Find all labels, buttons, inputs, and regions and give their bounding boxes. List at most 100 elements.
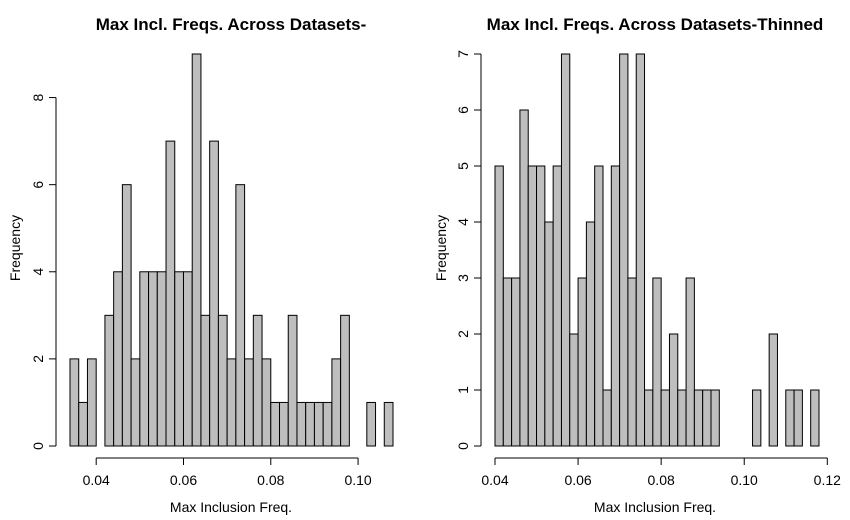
y-tick-label-right-5: 5 xyxy=(455,162,471,170)
histogram-bar-right-17 xyxy=(635,53,646,447)
y-tick-label-right-1: 1 xyxy=(455,386,471,394)
histogram-bar-left-1 xyxy=(78,401,88,447)
histogram-bar-right-19 xyxy=(652,277,662,447)
histogram-bar-left-34 xyxy=(366,401,377,447)
chart-title-left: Max Incl. Freqs. Across Datasets- xyxy=(96,15,367,34)
histogram-bar-right-4 xyxy=(527,165,538,447)
y-tick-label-left-4: 8 xyxy=(30,93,46,101)
y-axis-left: 0 2 4 6 8 xyxy=(30,93,57,450)
histogram-bar-left-27 xyxy=(305,401,315,447)
histogram-bar-right-0 xyxy=(494,165,504,447)
y-tick-label-right-2: 2 xyxy=(455,330,471,338)
histogram-bar-left-19 xyxy=(235,184,246,447)
x-axis-right: 0.04 0.06 0.08 0.10 0.12 xyxy=(481,457,841,488)
x-tick-label-right-1: 0.06 xyxy=(564,472,591,488)
x-tick-label-right-2: 0.08 xyxy=(648,472,675,488)
y-axis-label-right: Frequency xyxy=(433,215,449,281)
y-tick-label-right-7: 7 xyxy=(455,50,471,58)
x-tick-label-right-3: 0.10 xyxy=(731,472,758,488)
histogram-bar-left-2 xyxy=(86,358,97,447)
histogram-panel-right: Max Incl. Freqs. Across Datasets-Thinned… xyxy=(433,15,841,515)
y-tick-label-right-3: 3 xyxy=(455,274,471,282)
histogram-bar-right-12 xyxy=(594,165,604,447)
histogram-bar-left-15 xyxy=(200,314,211,447)
x-tick-label-right-0: 0.04 xyxy=(481,472,508,488)
histogram-bar-right-38 xyxy=(810,389,820,447)
histogram-bar-right-18 xyxy=(644,389,654,447)
x-axis-left: 0.04 0.06 0.08 0.10 xyxy=(83,457,372,488)
histogram-bar-left-7 xyxy=(130,358,141,447)
histogram-bar-left-14 xyxy=(191,53,202,447)
histogram-bar-left-6 xyxy=(121,184,132,447)
histogram-bar-left-22 xyxy=(261,358,272,447)
y-tick-label-left-3: 6 xyxy=(30,181,46,189)
histogram-bars-left xyxy=(69,53,394,447)
x-tick-label-left-3: 0.10 xyxy=(344,472,371,488)
histogram-bar-right-13 xyxy=(602,389,612,447)
y-axis-label-left: Frequency xyxy=(7,215,23,281)
x-tick-label-right-4: 0.12 xyxy=(814,472,841,488)
histogram-bar-left-17 xyxy=(217,314,228,447)
histogram-bar-left-36 xyxy=(383,401,394,447)
histogram-bar-left-9 xyxy=(148,271,158,447)
histogram-bar-right-10 xyxy=(577,277,587,447)
histogram-bar-right-24 xyxy=(693,389,704,447)
histogram-bar-left-26 xyxy=(296,401,307,447)
x-axis-label-right: Max Inclusion Freq. xyxy=(594,499,716,515)
histogram-bar-left-18 xyxy=(226,358,237,447)
histogram-bar-left-21 xyxy=(252,314,263,447)
histogram-bar-right-20 xyxy=(660,389,670,447)
histogram-bar-right-16 xyxy=(627,277,637,447)
histogram-bar-right-21 xyxy=(668,333,679,447)
histogram-bar-left-25 xyxy=(287,314,298,447)
histogram-bar-right-15 xyxy=(619,53,629,447)
histogram-bar-right-5 xyxy=(536,165,546,447)
histogram-bar-right-23 xyxy=(685,277,695,447)
x-tick-label-left-2: 0.08 xyxy=(257,472,284,488)
y-tick-label-right-0: 0 xyxy=(455,442,471,450)
histogram-bar-left-30 xyxy=(331,358,342,447)
x-tick-label-left-1: 0.06 xyxy=(170,472,197,488)
histogram-bar-left-12 xyxy=(174,271,184,447)
histogram-bar-right-3 xyxy=(519,109,529,447)
y-tick-label-right-4: 4 xyxy=(455,218,471,226)
histogram-bar-left-28 xyxy=(313,401,324,447)
histogram-bar-right-31 xyxy=(752,389,762,447)
histogram-bar-left-29 xyxy=(322,401,333,447)
histogram-bar-right-22 xyxy=(677,389,687,447)
histogram-bar-right-25 xyxy=(702,389,712,447)
histogram-bar-left-4 xyxy=(104,314,115,447)
y-tick-label-left-1: 2 xyxy=(30,355,46,363)
histogram-bars-right xyxy=(494,53,820,447)
histogram-bar-left-16 xyxy=(209,140,219,447)
histogram-bar-left-24 xyxy=(279,401,289,447)
histogram-bar-left-20 xyxy=(244,358,254,447)
histogram-bar-right-2 xyxy=(511,277,521,447)
histogram-bar-right-14 xyxy=(610,165,621,447)
histogram-panel-left: Max Incl. Freqs. Across Datasets- Max In… xyxy=(7,15,394,515)
histogram-bar-right-7 xyxy=(552,165,562,447)
histogram-bar-left-8 xyxy=(139,271,150,447)
histogram-bar-left-23 xyxy=(270,401,281,447)
histogram-bar-right-11 xyxy=(585,221,596,447)
y-tick-label-left-2: 4 xyxy=(30,268,46,276)
histogram-bar-right-9 xyxy=(569,333,579,447)
histogram-bar-right-1 xyxy=(502,277,513,447)
y-axis-right: 0 1 2 3 4 5 6 7 xyxy=(455,50,482,450)
histogram-bar-left-10 xyxy=(156,271,167,447)
histogram-bar-left-11 xyxy=(165,140,176,447)
histogram-bar-right-26 xyxy=(710,389,720,447)
x-axis-label-left: Max Inclusion Freq. xyxy=(170,499,292,515)
histogram-bar-right-36 xyxy=(793,389,803,447)
chart-title-right: Max Incl. Freqs. Across Datasets-Thinned xyxy=(487,15,824,34)
histogram-bar-right-33 xyxy=(768,333,778,447)
histogram-bar-left-0 xyxy=(69,358,80,447)
histogram-bar-left-13 xyxy=(182,271,193,447)
y-tick-label-left-0: 0 xyxy=(30,442,46,450)
histogram-bar-left-5 xyxy=(113,271,123,447)
histogram-bar-right-35 xyxy=(785,389,795,447)
y-tick-label-right-6: 6 xyxy=(455,106,471,114)
histogram-bar-right-8 xyxy=(560,53,571,447)
histogram-bar-left-31 xyxy=(340,314,350,447)
